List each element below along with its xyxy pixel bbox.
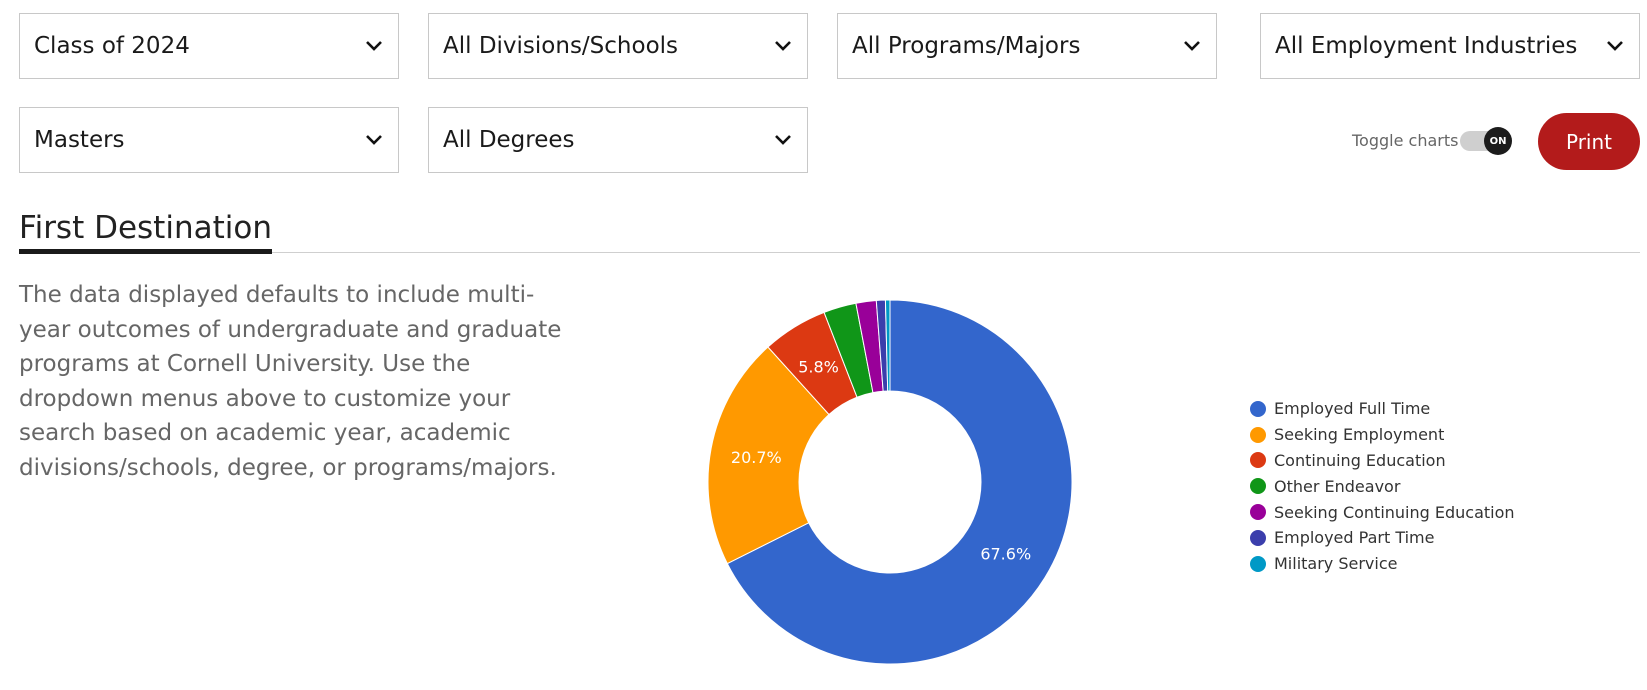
legend-item-employed-full-time: Employed Full Time [1250,396,1515,422]
chevron-down-icon [364,36,384,56]
degree-value: All Degrees [443,127,575,153]
toggle-charts-switch[interactable]: ON [1460,127,1512,155]
program-select[interactable]: All Programs/Majors [837,13,1217,79]
legend-swatch [1250,504,1266,521]
slice-label-seeking-employment: 20.7% [731,448,782,467]
industry-select[interactable]: All Employment Industries [1260,13,1640,79]
first-destination-donut-chart: 67.6% 20.7% 5.8% [707,299,1073,665]
section-description: The data displayed defaults to include m… [19,282,562,481]
legend-label: Continuing Education [1274,450,1446,470]
legend-item-seeking-employment: Seeking Employment [1250,422,1515,448]
chevron-down-icon [364,130,384,150]
legend-swatch [1250,529,1266,546]
program-value: All Programs/Majors [852,33,1081,59]
class-year-value: Class of 2024 [34,33,190,59]
slice-military-service[interactable] [884,299,891,392]
section-divider [19,252,1640,253]
degree-level-value: Masters [34,127,125,153]
legend-swatch [1250,555,1266,572]
legend-swatch [1250,426,1266,443]
slice-seeking-employment[interactable] [707,346,830,565]
division-value: All Divisions/Schools [443,33,679,59]
legend-swatch [1250,452,1266,469]
legend-label: Military Service [1274,554,1398,574]
slice-label-employed-full-time: 67.6% [980,544,1031,563]
legend-label: Other Endeavor [1274,476,1401,496]
legend-item-employed-part-time: Employed Part Time [1250,525,1515,551]
legend-label: Seeking Employment [1274,425,1445,445]
legend-label: Employed Full Time [1274,399,1431,419]
class-year-select[interactable]: Class of 2024 [19,13,399,79]
legend-item-continuing-education: Continuing Education [1250,448,1515,474]
toggle-charts-label: Toggle charts [1352,131,1459,150]
degree-level-select[interactable]: Masters [19,107,399,173]
section-title: First Destination [19,210,272,246]
legend-label: Employed Part Time [1274,528,1435,548]
division-select[interactable]: All Divisions/Schools [428,13,808,79]
industry-value: All Employment Industries [1275,33,1578,59]
toggle-knob: ON [1484,127,1512,155]
slice-employed-full-time[interactable] [726,299,1073,665]
chevron-down-icon [1605,36,1625,56]
chart-legend: Employed Full Time Seeking Employment Cont… [1250,396,1515,577]
chevron-down-icon [773,36,793,56]
legend-item-seeking-continuing-education: Seeking Continuing Education [1250,499,1515,525]
chevron-down-icon [773,130,793,150]
print-button[interactable]: Print [1538,113,1640,170]
degree-select[interactable]: All Degrees [428,107,808,173]
legend-item-other-endeavor: Other Endeavor [1250,473,1515,499]
legend-swatch [1250,400,1266,417]
title-underline [19,249,272,254]
legend-label: Seeking Continuing Education [1274,502,1515,522]
legend-swatch [1250,478,1266,495]
legend-item-military-service: Military Service [1250,551,1515,577]
chevron-down-icon [1182,36,1202,56]
slice-label-continuing-education: 5.8% [798,357,839,376]
